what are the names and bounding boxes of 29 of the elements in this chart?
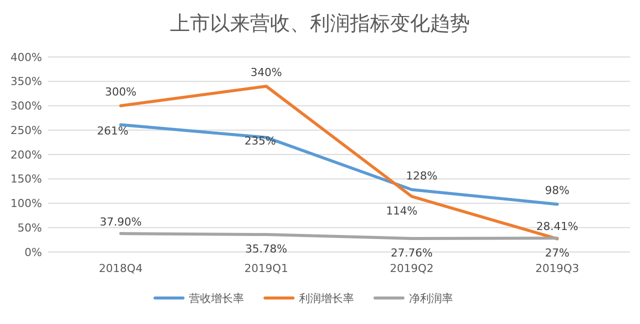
y-tick-label: 250% [10, 124, 42, 137]
x-tick-label: 2018Q4 [98, 262, 143, 275]
chart-title: 上市以来营收、利润指标变化趋势 [170, 11, 470, 35]
x-tick-label: 2019Q1 [244, 262, 288, 275]
x-tick-label: 2019Q3 [535, 262, 580, 275]
y-tick-label: 150% [10, 172, 42, 186]
data-label: 300% [105, 86, 136, 99]
data-label: 114% [386, 204, 418, 218]
data-label: 28.41% [536, 220, 578, 233]
data-label: 27% [545, 246, 570, 260]
y-tick-label: 50% [18, 221, 42, 234]
data-label: 340% [250, 66, 282, 80]
data-label: 37.90% [100, 215, 142, 228]
legend-label: 利润增长率 [299, 292, 354, 305]
data-label: 261% [97, 124, 128, 138]
y-tick-label: 400% [10, 50, 42, 64]
data-label: 35.78% [245, 242, 288, 256]
data-label: 128% [406, 169, 438, 182]
data-label: 235% [244, 134, 276, 148]
x-tick-label: 2019Q2 [390, 262, 434, 275]
data-label: 27.76% [390, 246, 433, 260]
y-tick-label: 300% [10, 100, 42, 113]
legend-label: 净利润率 [409, 292, 453, 305]
y-tick-label: 350% [10, 75, 42, 88]
y-tick-label: 0% [24, 246, 42, 259]
legend-label: 营收增长率 [189, 292, 244, 305]
y-tick-label: 200% [10, 148, 42, 162]
data-label: 98% [545, 184, 570, 198]
y-tick-label: 100% [10, 197, 42, 210]
